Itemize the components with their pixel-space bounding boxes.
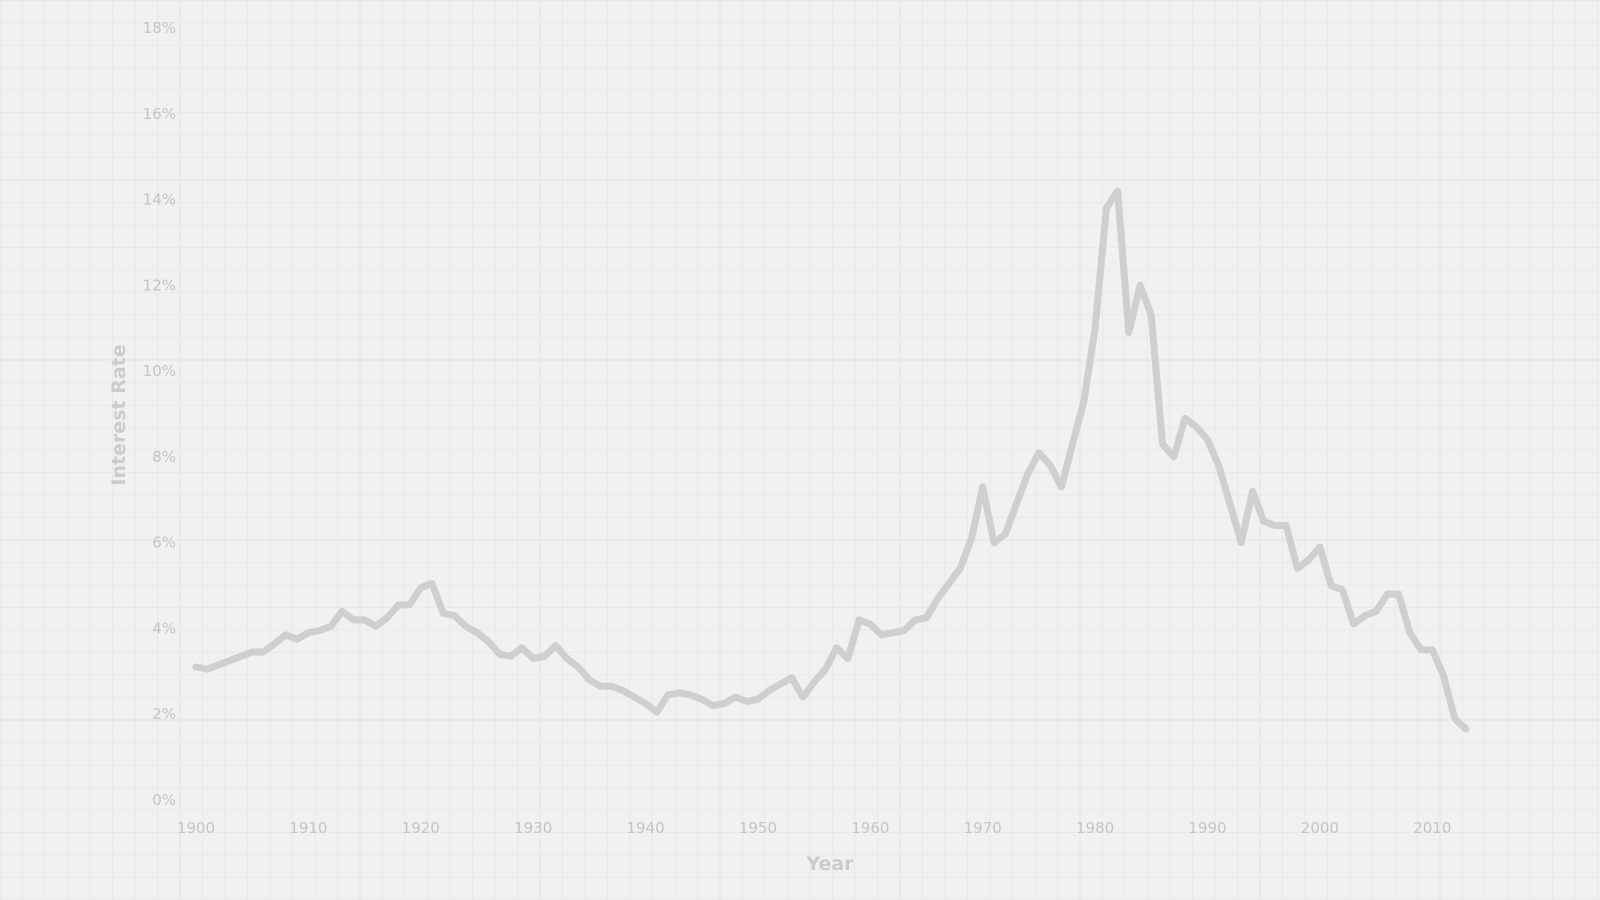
- x-tick-label: 1970: [964, 819, 1002, 837]
- x-tick-label: 1930: [514, 819, 552, 837]
- x-axis-title: Year: [805, 853, 854, 875]
- x-tick-label: 1910: [289, 819, 327, 837]
- y-tick-label: 14%: [143, 191, 176, 209]
- y-tick-label: 4%: [152, 619, 176, 637]
- x-tick-label: 1960: [851, 819, 889, 837]
- y-tick-label: 6%: [152, 534, 176, 552]
- y-tick-label: 2%: [152, 705, 176, 723]
- y-tick-label: 18%: [143, 19, 176, 37]
- x-axis-ticks: 1900 1910 1920 1930 1940 1950 1960 1970 1980 1990…: [177, 819, 1451, 837]
- x-tick-label: 1980: [1076, 819, 1114, 837]
- y-tick-label: 0%: [152, 791, 176, 809]
- x-tick-label: 1990: [1188, 819, 1226, 837]
- x-tick-label: 1950: [739, 819, 777, 837]
- x-tick-label: 1940: [626, 819, 664, 837]
- y-tick-label: 16%: [143, 105, 176, 123]
- x-tick-label: 2010: [1413, 819, 1451, 837]
- x-tick-label: 1900: [177, 819, 215, 837]
- y-axis-title: Interest Rate: [108, 344, 130, 485]
- y-axis-ticks: 0% 2% 4% 6% 8% 10% 12% 14% 16% 18%: [143, 19, 176, 809]
- y-tick-label: 8%: [152, 448, 176, 466]
- x-tick-label: 2000: [1301, 819, 1339, 837]
- interest-rate-series-line: [192, 187, 1470, 733]
- x-tick-label: 1920: [402, 819, 440, 837]
- y-tick-label: 10%: [143, 362, 176, 380]
- y-tick-label: 12%: [143, 276, 176, 294]
